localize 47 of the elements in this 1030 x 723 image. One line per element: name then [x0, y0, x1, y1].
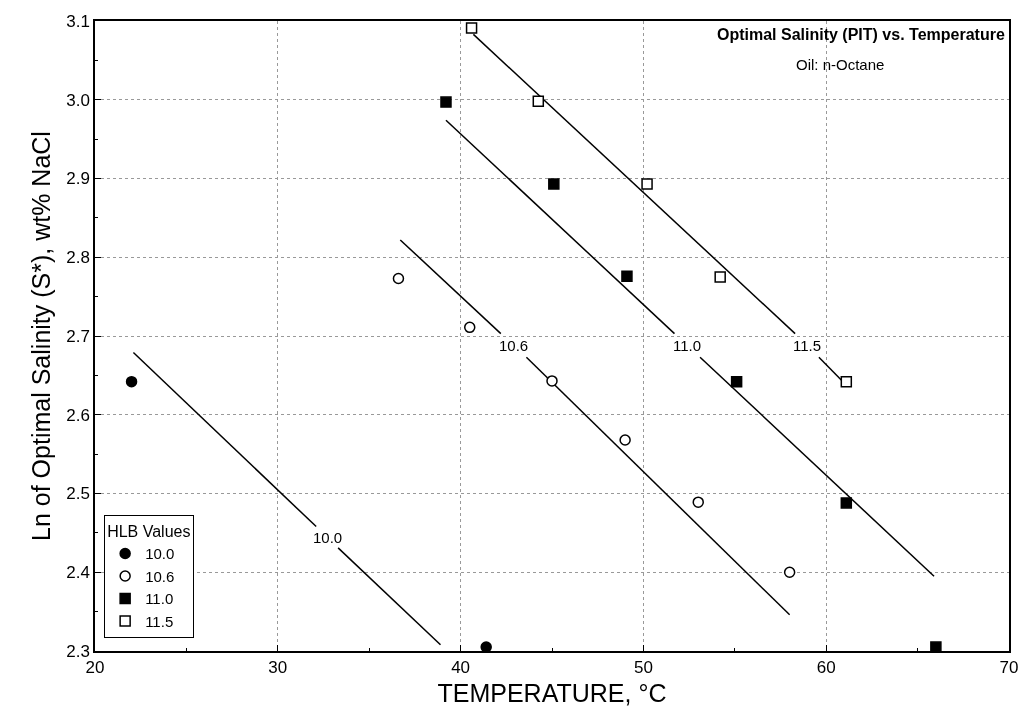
y-tick-label: 2.5	[66, 484, 90, 504]
point	[641, 178, 653, 190]
point	[548, 178, 560, 190]
point	[440, 96, 452, 108]
y-tick-label: 3.0	[66, 90, 90, 110]
x-tick-label: 70	[999, 658, 1019, 678]
text: Oil: n-Octane	[796, 56, 885, 73]
point	[714, 271, 726, 283]
series-label: 11.0	[673, 337, 702, 354]
point	[783, 566, 796, 578]
legend-label: 11.5	[145, 612, 174, 630]
series-label: 10.6	[499, 337, 529, 354]
x-tick-label: 20	[85, 658, 105, 678]
point	[840, 497, 853, 509]
chart-title: Optimal Salinity (PIT) vs. Temperature	[717, 26, 1005, 43]
legend-label: 10.6	[145, 567, 175, 585]
point	[930, 641, 942, 651]
point	[465, 22, 478, 34]
point	[392, 272, 405, 285]
point	[532, 95, 545, 108]
point	[125, 375, 138, 388]
point	[480, 641, 492, 651]
point	[546, 375, 558, 387]
y-tick-label: 3.1	[66, 11, 90, 31]
y-tick-label: 2.4	[66, 563, 90, 583]
y-tick-label: 2.3	[66, 641, 90, 661]
x-axis-title: TEMPERATURE, °C	[437, 678, 667, 707]
legend-label: 10.0	[145, 545, 175, 563]
point	[692, 496, 704, 508]
x-tick-label: 40	[451, 658, 471, 678]
y-tick-label: 2.6	[66, 405, 90, 425]
point	[621, 270, 633, 282]
x-tick-label: 50	[633, 658, 653, 678]
y-tick-label: 2.9	[66, 169, 90, 189]
x-tick-label: 60	[816, 658, 836, 678]
y-tick-label: 2.8	[66, 248, 90, 268]
point	[730, 375, 743, 388]
point	[463, 321, 476, 334]
y-tick-label: 2.7	[66, 326, 90, 346]
y-axis-title: Ln of Optimal Salinity (S*), wt% NaCl	[27, 131, 56, 541]
legend-label: 11.0	[145, 590, 174, 608]
series-label: 11.5	[793, 337, 822, 354]
point	[619, 434, 631, 446]
legend-title: HLB Values	[107, 523, 191, 541]
point	[840, 375, 853, 388]
x-tick-label: 30	[268, 658, 288, 678]
series-label: 10.0	[313, 529, 343, 546]
